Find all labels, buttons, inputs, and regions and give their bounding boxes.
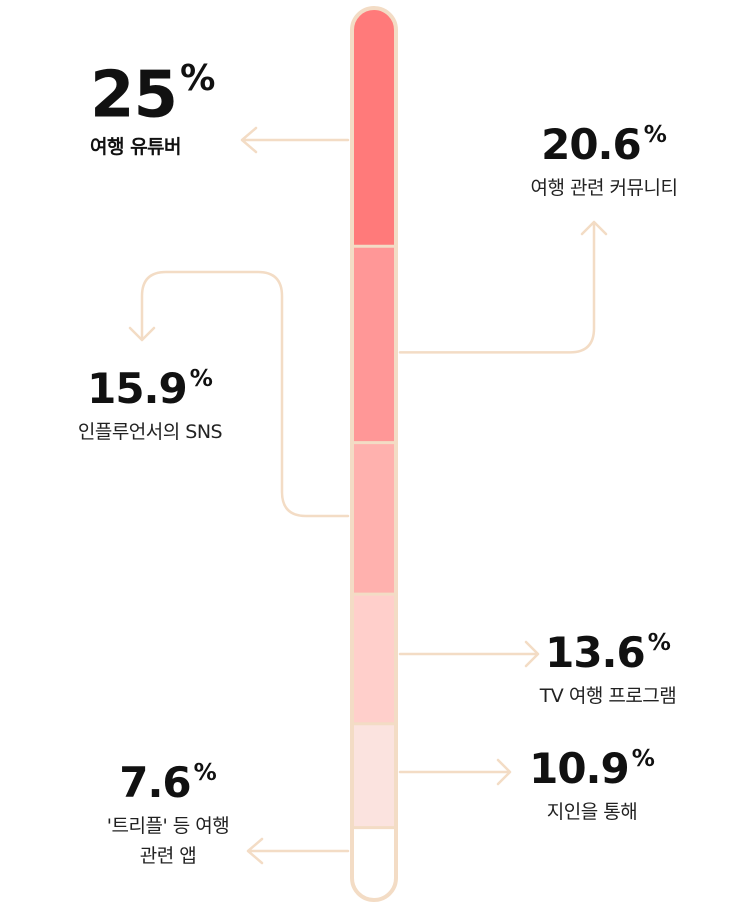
bar-segment-5 bbox=[352, 827, 396, 900]
value-influencer: 15.9% bbox=[87, 364, 213, 413]
bar-outline bbox=[350, 6, 398, 902]
arrow-influencer bbox=[128, 270, 350, 518]
bar-group bbox=[350, 6, 398, 902]
arrow-youtuber bbox=[240, 126, 350, 154]
bar-segment-4 bbox=[352, 723, 396, 828]
caption-tv: TV 여행 프로그램 bbox=[539, 685, 677, 707]
label-acquaintance: 10.9% 지인을 통해 bbox=[492, 744, 692, 824]
caption-influencer: 인플루언서의 SNS bbox=[77, 421, 223, 443]
caption-app-line-2: 관련 앱 bbox=[139, 845, 197, 867]
arrow-acquaintance bbox=[398, 758, 512, 786]
arrow-app bbox=[246, 837, 350, 865]
bar-segment-1 bbox=[352, 246, 396, 443]
label-community: 20.6% 여행 관련 커뮤니티 bbox=[504, 120, 704, 200]
value-tv: 13.6% bbox=[545, 628, 671, 677]
caption-acquaintance: 지인을 통해 bbox=[546, 801, 638, 823]
label-youtuber: 25% 여행 유튜버 bbox=[90, 58, 215, 159]
caption-app-line-1: '트리플' 등 여행 bbox=[106, 815, 230, 837]
bar-segment-3 bbox=[352, 594, 396, 724]
value-youtuber: 25% bbox=[90, 58, 216, 133]
bar-segment-2 bbox=[352, 442, 396, 595]
label-app: 7.6% '트리플' 등 여행 관련 앱 bbox=[68, 758, 268, 871]
label-influencer: 15.9% 인플루언서의 SNS bbox=[50, 364, 250, 444]
caption-app: '트리플' 등 여행 관련 앱 bbox=[68, 811, 268, 871]
leader-arrows bbox=[128, 126, 608, 865]
arrow-community bbox=[398, 220, 608, 354]
bar-segment-0 bbox=[352, 8, 396, 247]
arrow-tv bbox=[398, 640, 540, 668]
value-community: 20.6% bbox=[541, 120, 667, 169]
value-acquaintance: 10.9% bbox=[529, 744, 655, 793]
label-tv: 13.6% TV 여행 프로그램 bbox=[508, 628, 708, 708]
caption-youtuber: 여행 유튜버 bbox=[90, 136, 182, 159]
value-app: 7.6% bbox=[119, 758, 217, 807]
caption-community: 여행 관련 커뮤니티 bbox=[530, 177, 678, 199]
